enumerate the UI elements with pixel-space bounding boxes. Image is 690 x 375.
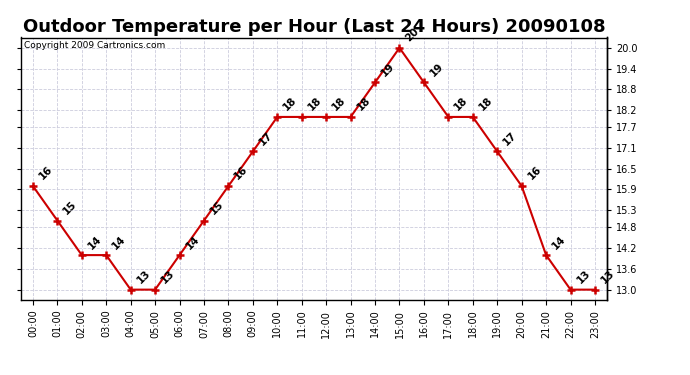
- Text: 13: 13: [135, 268, 152, 285]
- Text: 18: 18: [477, 96, 494, 113]
- Text: 15: 15: [208, 199, 226, 216]
- Text: 18: 18: [355, 96, 372, 113]
- Text: 13: 13: [575, 268, 592, 285]
- Text: 20: 20: [404, 26, 421, 44]
- Text: Copyright 2009 Cartronics.com: Copyright 2009 Cartronics.com: [23, 42, 165, 51]
- Title: Outdoor Temperature per Hour (Last 24 Hours) 20090108: Outdoor Temperature per Hour (Last 24 Ho…: [23, 18, 605, 36]
- Text: 18: 18: [331, 96, 348, 113]
- Text: 17: 17: [502, 130, 519, 147]
- Text: 19: 19: [428, 61, 445, 78]
- Text: 16: 16: [233, 165, 250, 182]
- Text: 18: 18: [282, 96, 299, 113]
- Text: 14: 14: [184, 234, 201, 251]
- Text: 16: 16: [37, 165, 55, 182]
- Text: 13: 13: [599, 268, 616, 285]
- Text: 18: 18: [453, 96, 470, 113]
- Text: 14: 14: [550, 234, 568, 251]
- Text: 17: 17: [257, 130, 275, 147]
- Text: 15: 15: [61, 199, 79, 216]
- Text: 14: 14: [110, 234, 128, 251]
- Text: 18: 18: [306, 96, 323, 113]
- Text: 19: 19: [380, 61, 397, 78]
- Text: 16: 16: [526, 165, 543, 182]
- Text: 14: 14: [86, 234, 104, 251]
- Text: 13: 13: [159, 268, 177, 285]
